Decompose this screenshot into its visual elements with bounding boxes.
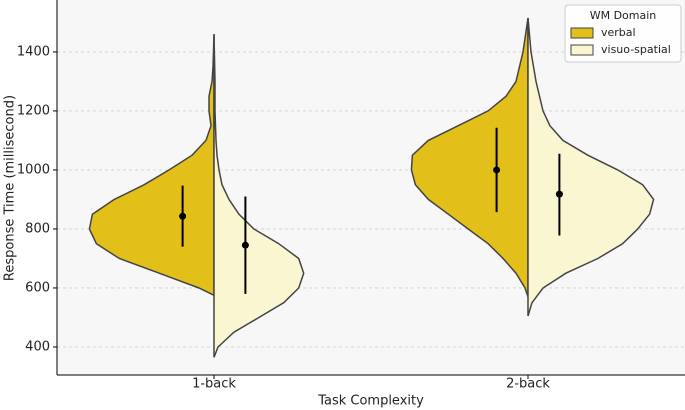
x-tick-label: 1-back <box>192 377 236 392</box>
legend-box <box>564 4 682 63</box>
y-tick-label: 1400 <box>17 44 50 59</box>
y-axis-label: Response Time (millisecond) <box>3 95 18 281</box>
mean-point <box>555 190 563 198</box>
legend-title: WM Domain <box>590 9 657 22</box>
y-tick-label: 1200 <box>17 103 50 118</box>
violin-half <box>410 17 529 298</box>
y-tick-label: 600 <box>25 280 50 295</box>
y-tick-label: 1000 <box>17 162 50 177</box>
x-tick-label: 2-back <box>506 377 550 392</box>
marks <box>88 17 655 358</box>
legend: WM Domain verbal visuo-spatial <box>564 4 682 63</box>
x-axis-label: Task Complexity <box>317 394 424 409</box>
legend-label: verbal <box>601 26 636 39</box>
y-tick-label: 400 <box>25 339 50 354</box>
y-tick-label: 800 <box>25 221 50 236</box>
mean-point <box>179 212 187 220</box>
mean-point <box>493 166 501 174</box>
legend-swatch <box>570 44 594 56</box>
legend-swatch <box>570 27 594 39</box>
legend-label: visuo-spatial <box>601 43 671 56</box>
violin-half <box>527 17 655 317</box>
mean-point <box>241 241 249 249</box>
